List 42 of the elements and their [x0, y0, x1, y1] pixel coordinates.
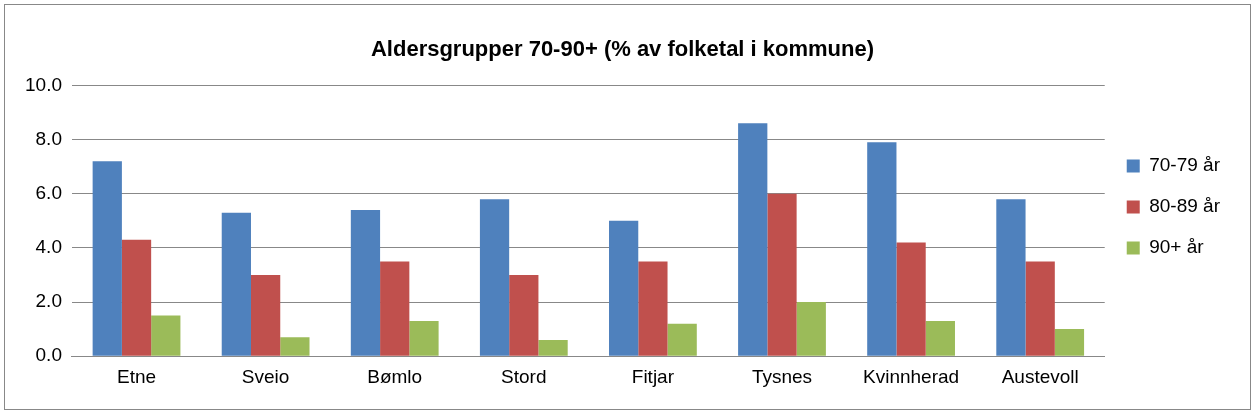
bar [1025, 261, 1055, 356]
bar [796, 302, 826, 356]
legend-label: 80-89 år [1149, 195, 1221, 217]
x-tick-label: Fitjar [631, 365, 675, 387]
y-tick-label: 8.0 [35, 127, 62, 149]
y-tick-label: 10.0 [25, 73, 62, 95]
bar [1054, 329, 1085, 356]
y-tick-label: 4.0 [35, 236, 62, 258]
bar [767, 193, 797, 356]
legend-label: 70-79 år [1149, 154, 1221, 176]
bar [509, 274, 539, 356]
bar [925, 321, 955, 356]
bar [538, 339, 568, 356]
x-tick-label: Sveio [241, 365, 290, 387]
y-tick-label: 6.0 [35, 181, 62, 203]
x-tick-label: Bømlo [367, 365, 423, 387]
y-tick-label: 2.0 [35, 290, 62, 312]
bar [667, 323, 697, 356]
bar [867, 142, 897, 356]
x-tick-label: Tysnes [751, 365, 813, 387]
x-tick-label: Austevoll [1001, 365, 1079, 387]
bar [121, 239, 152, 356]
bar [409, 321, 439, 356]
bar [221, 212, 251, 356]
legend-label: 90+ år [1149, 236, 1205, 258]
bar [638, 261, 668, 356]
bar [609, 220, 639, 356]
x-tick-label: Kvinnherad [863, 365, 960, 387]
bar [479, 199, 510, 356]
bar [280, 337, 310, 356]
bar [380, 261, 410, 356]
bar [250, 274, 281, 356]
bar [92, 161, 122, 356]
bar [896, 242, 926, 356]
bar [996, 199, 1026, 356]
chart-title: Aldersgrupper 70-90+ (% av folketal i kommune) [370, 36, 875, 62]
y-tick-label: 0.0 [35, 344, 62, 366]
bar [738, 123, 768, 356]
x-tick-label: Stord [501, 365, 547, 387]
bar [151, 315, 181, 356]
x-tick-label: Etne [116, 365, 157, 387]
bar [350, 209, 381, 356]
